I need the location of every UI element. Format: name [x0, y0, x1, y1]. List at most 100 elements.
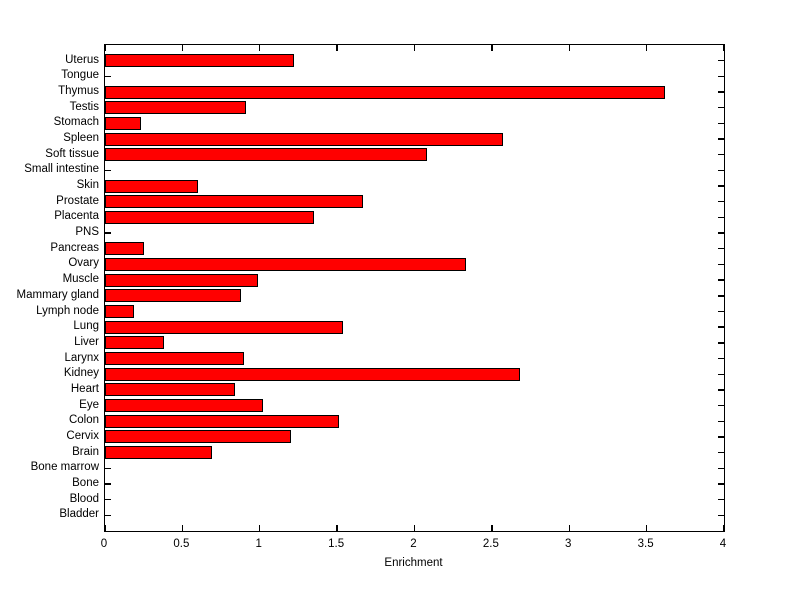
y-tick-mark-right — [718, 483, 724, 485]
y-tick-mark-right — [718, 75, 724, 78]
bar-thymus — [105, 85, 666, 99]
y-axis-label: Lung — [73, 320, 99, 333]
y-axis-label: Prostate — [56, 194, 99, 207]
y-tick-mark-right — [718, 232, 724, 234]
y-tick-mark-right — [718, 357, 724, 360]
bar-stomach — [105, 116, 141, 130]
x-tick-mark-top — [491, 45, 493, 51]
y-axis-label: Brain — [72, 445, 99, 458]
bar-eye — [105, 399, 263, 413]
y-tick-mark-right — [718, 342, 724, 344]
y-tick-mark-right — [718, 107, 724, 109]
x-tick-label: 3.5 — [637, 538, 654, 550]
y-axis-label: Cervix — [66, 429, 99, 442]
y-axis-label: Liver — [74, 335, 99, 348]
y-tick-mark-left — [105, 232, 111, 234]
bar-colon — [105, 414, 339, 428]
y-tick-mark-right — [718, 122, 724, 125]
y-axis-label: Kidney — [63, 367, 99, 380]
y-axis-label: Ovary — [68, 257, 99, 270]
y-tick-mark-right — [718, 451, 724, 454]
bar-ovary — [105, 257, 466, 271]
y-tick-mark-right — [718, 467, 724, 469]
x-axis-title: Enrichment — [384, 557, 443, 569]
y-axis-label: Larynx — [64, 351, 99, 364]
x-tick-mark-top — [181, 45, 184, 51]
y-axis-label: Placenta — [54, 210, 99, 223]
y-tick-mark-right — [718, 185, 724, 187]
bar-liver — [105, 336, 164, 350]
bar-placenta — [105, 210, 314, 224]
x-tick-mark-bottom — [413, 525, 416, 531]
x-tick-label: 2 — [410, 538, 417, 550]
x-tick-mark-bottom — [723, 525, 725, 531]
bar-spleen — [105, 132, 503, 146]
y-axis-label: Pancreas — [50, 241, 99, 254]
x-tick-label: 3 — [565, 538, 572, 550]
bar-cervix — [105, 430, 291, 444]
y-tick-mark-right — [718, 216, 724, 219]
x-tick-mark-bottom — [645, 525, 648, 531]
y-tick-mark-right — [718, 404, 724, 407]
y-tick-mark-right — [718, 263, 724, 266]
x-tick-mark-bottom — [104, 525, 106, 531]
x-tick-mark-top — [413, 45, 416, 51]
y-tick-mark-left — [105, 169, 111, 172]
bar-lymph-node — [105, 305, 135, 319]
y-axis-label: Uterus — [65, 53, 99, 66]
y-axis-label: Skin — [76, 179, 99, 192]
y-tick-mark-right — [718, 436, 724, 438]
y-tick-mark-left — [105, 498, 111, 501]
y-axis-label: Testis — [69, 100, 99, 113]
y-tick-mark-right — [718, 389, 724, 391]
bar-pancreas — [105, 242, 144, 256]
bar-skin — [105, 179, 198, 193]
y-axis-label: Colon — [68, 414, 99, 427]
x-tick-mark-top — [723, 45, 725, 51]
y-tick-mark-right — [718, 59, 724, 62]
y-axis-label: Muscle — [62, 273, 99, 286]
bar-larynx — [105, 352, 245, 366]
x-tick-mark-bottom — [336, 525, 338, 531]
y-tick-mark-left — [105, 483, 111, 485]
y-axis-label: Eye — [79, 398, 99, 411]
bar-heart — [105, 383, 235, 397]
x-tick-label: 2.5 — [482, 538, 499, 550]
bar-soft-tissue — [105, 148, 427, 162]
y-tick-mark-right — [718, 420, 724, 422]
y-axis-label: Spleen — [63, 132, 99, 145]
x-tick-mark-top — [336, 45, 338, 51]
x-tick-mark-bottom — [568, 525, 570, 531]
x-tick-mark-top — [104, 45, 106, 51]
y-tick-mark-right — [718, 514, 724, 516]
y-tick-mark-right — [718, 373, 724, 375]
x-tick-label: 1 — [255, 538, 262, 550]
bar-brain — [105, 446, 212, 460]
y-axis-label: Thymus — [58, 85, 99, 98]
y-axis-label: Heart — [70, 382, 99, 395]
bar-prostate — [105, 195, 364, 209]
y-tick-mark-right — [718, 326, 724, 328]
y-axis-label: Small intestine — [24, 163, 99, 176]
x-tick-label: 0 — [100, 538, 108, 550]
y-tick-mark-right — [718, 91, 724, 93]
bar-lung — [105, 320, 344, 334]
y-axis-label: Blood — [69, 492, 99, 505]
y-axis-label: Mammary gland — [16, 288, 99, 301]
y-tick-mark-right — [718, 498, 724, 501]
y-tick-mark-right — [718, 138, 724, 140]
y-axis-label: Stomach — [53, 116, 99, 129]
y-tick-mark-right — [718, 169, 724, 172]
x-tick-mark-bottom — [181, 525, 184, 531]
bar-mammary-gland — [105, 289, 242, 303]
y-axis-label: Soft tissue — [45, 147, 99, 160]
y-axis-label: Bone — [72, 476, 99, 489]
y-tick-mark-right — [718, 279, 724, 281]
y-axis-label: Bone marrow — [30, 461, 99, 474]
y-tick-mark-left — [105, 75, 111, 78]
y-tick-mark-left — [105, 467, 111, 469]
x-tick-mark-top — [568, 45, 570, 51]
y-tick-mark-left — [105, 514, 111, 516]
x-tick-label: 1.5 — [328, 538, 345, 550]
